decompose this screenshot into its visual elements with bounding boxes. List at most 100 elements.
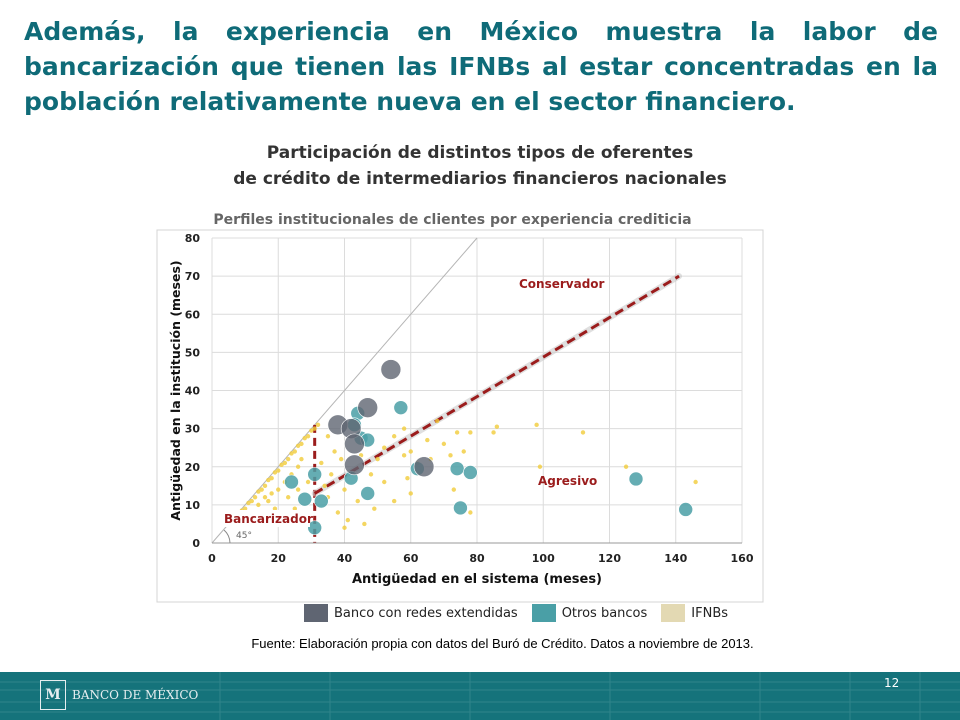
data-point-ifnbs: [382, 445, 387, 450]
data-point-ifnbs: [276, 468, 281, 473]
annotation-agresivo: Agresivo: [538, 474, 597, 488]
data-points: [236, 359, 698, 536]
data-point-ifnbs: [345, 517, 351, 523]
chart-title: Participación de distintos tipos de ofer…: [200, 140, 760, 192]
data-point-ifnbs: [372, 506, 377, 511]
x-tick-label: 20: [271, 552, 287, 565]
slide-headline: Además, la experiencia en México muestra…: [24, 17, 938, 116]
data-point-ifnbs: [256, 502, 261, 508]
data-point-ifnbs: [335, 510, 341, 515]
data-point-ifnbs: [408, 491, 413, 496]
angle-arc: [223, 529, 231, 544]
data-point-ifnbs: [325, 434, 331, 439]
source-note: Fuente: Elaboración propia con datos del…: [251, 636, 754, 651]
data-point-ifnbs: [580, 430, 586, 435]
data-point-banco-redes: [357, 397, 378, 418]
data-point-ifnbs: [295, 487, 301, 492]
data-point-ifnbs: [355, 498, 360, 504]
y-tick-label: 30: [185, 423, 201, 436]
page-number: 12: [884, 676, 900, 690]
data-point-ifnbs: [305, 479, 311, 485]
data-point-ifnbs: [368, 472, 374, 477]
data-point-otros-bancos: [453, 500, 468, 516]
data-point-otros-bancos: [463, 465, 478, 480]
footer-decoration: [0, 672, 960, 720]
data-point-ifnbs: [391, 498, 397, 504]
y-tick-label: 70: [185, 270, 201, 283]
legend-swatch-ifnbs: [661, 604, 686, 622]
x-tick-label: 100: [532, 552, 555, 565]
legend-label-otros-bancos: Otros bancos: [561, 605, 648, 621]
data-point-ifnbs: [468, 430, 473, 435]
data-point-ifnbs: [454, 430, 460, 435]
x-tick-label: 40: [337, 552, 353, 565]
y-tick-label: 0: [192, 537, 200, 550]
data-point-ifnbs: [295, 464, 301, 469]
data-point-banco-redes: [380, 359, 402, 380]
data-point-ifnbs: [491, 430, 496, 435]
data-point-ifnbs: [329, 472, 334, 477]
y-tick-label: 40: [185, 385, 201, 398]
data-point-ifnbs: [461, 449, 466, 454]
data-point-ifnbs: [448, 453, 453, 458]
data-point-ifnbs: [623, 464, 629, 469]
data-point-ifnbs: [468, 510, 473, 515]
logo-emblem-icon: M: [40, 680, 66, 710]
data-point-ifnbs: [269, 491, 274, 496]
data-point-ifnbs: [299, 456, 304, 462]
chart-subtitle: Perfiles institucionales de clientes por…: [160, 212, 745, 228]
chart-title-line1: Participación de distintos tipos de ofer…: [266, 143, 694, 163]
annotation-bancarizador: Bancarizador: [224, 512, 313, 526]
data-point-ifnbs: [249, 498, 254, 504]
y-axis-label: Antigüedad en la institución (meses): [168, 260, 183, 520]
data-point-ifnbs: [299, 441, 304, 447]
chart-frame: [156, 229, 764, 603]
data-point-otros-bancos: [284, 474, 299, 490]
x-tick-label: 140: [664, 552, 687, 565]
data-point-ifnbs: [242, 506, 248, 511]
legend-item-ifnbs: IFNBs: [661, 604, 728, 622]
data-point-ifnbs: [693, 479, 698, 485]
data-point-ifnbs: [451, 487, 457, 492]
data-point-ifnbs: [272, 506, 278, 511]
y-tick-label: 60: [185, 308, 201, 321]
footer-bar: M BANCO DE MÉXICO 12: [0, 672, 960, 720]
data-point-ifnbs: [342, 487, 347, 492]
logo-text: BANCO DE MÉXICO: [72, 688, 199, 702]
data-point-otros-bancos: [678, 502, 693, 517]
data-point-otros-bancos: [393, 400, 409, 415]
data-point-ifnbs: [319, 460, 324, 466]
diagonal-45-line: [211, 237, 478, 544]
data-point-ifnbs: [246, 500, 251, 506]
conservador-trend-line: [313, 274, 680, 495]
data-point-ifnbs: [312, 426, 317, 431]
data-point-ifnbs: [332, 449, 337, 454]
data-point-otros-bancos: [628, 471, 644, 487]
data-point-ifnbs: [425, 437, 430, 443]
data-point-ifnbs: [408, 449, 413, 454]
data-point-ifnbs: [435, 418, 440, 424]
data-point-ifnbs: [269, 475, 274, 481]
x-tick-label: 80: [469, 552, 485, 565]
annotation-bancarizador-bg: [220, 510, 310, 527]
data-point-ifnbs: [259, 487, 264, 492]
data-point-ifnbs: [292, 449, 298, 454]
x-tick-label: 60: [403, 552, 419, 565]
legend-label-ifnbs: IFNBs: [691, 605, 729, 621]
data-point-ifnbs: [262, 495, 268, 500]
data-point-ifnbs: [382, 479, 387, 485]
data-point-ifnbs: [282, 460, 288, 466]
data-point-ifnbs: [405, 475, 410, 481]
y-tick-label: 10: [185, 499, 201, 512]
data-point-ifnbs: [362, 521, 367, 527]
data-point-ifnbs: [401, 426, 407, 431]
data-point-ifnbs: [295, 443, 301, 448]
y-tick-label: 80: [185, 232, 201, 245]
data-point-ifnbs: [289, 451, 294, 456]
banco-de-mexico-logo: M BANCO DE MÉXICO: [40, 680, 198, 710]
data-point-otros-bancos: [314, 493, 329, 509]
data-point-otros-bancos: [297, 491, 313, 507]
data-point-banco-redes: [413, 456, 435, 478]
data-point-ifnbs: [279, 462, 284, 468]
